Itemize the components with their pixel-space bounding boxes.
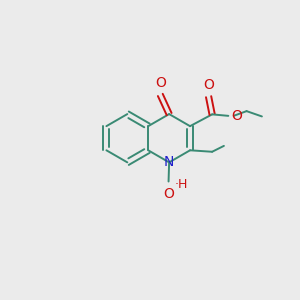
- Text: N: N: [164, 155, 174, 169]
- Text: ·H: ·H: [175, 178, 188, 191]
- Text: O: O: [163, 187, 174, 201]
- Text: O: O: [231, 109, 242, 123]
- Text: O: O: [203, 78, 214, 92]
- Text: O: O: [155, 76, 166, 90]
